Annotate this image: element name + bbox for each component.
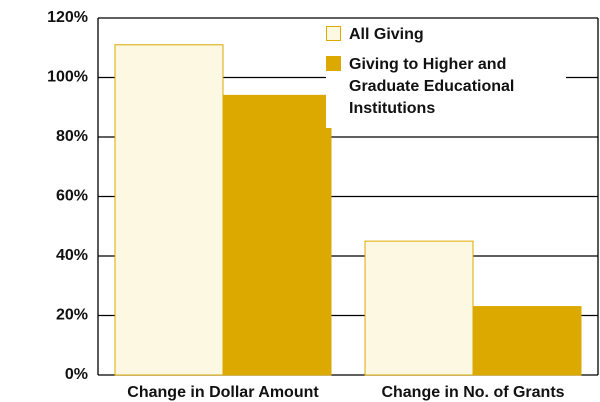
bar — [364, 240, 474, 376]
y-tick-label: 0% — [65, 366, 88, 383]
y-tick-label: 120% — [47, 9, 88, 26]
bar — [222, 94, 332, 376]
y-tick-label: 100% — [47, 69, 88, 86]
bar — [472, 306, 582, 376]
x-tick-label: Change in Dollar Amount — [127, 384, 319, 401]
x-tick-label: Change in No. of Grants — [381, 384, 564, 401]
legend-label: All Giving — [349, 26, 424, 43]
legend-item: Giving to Higher and Graduate Educationa… — [326, 54, 566, 120]
legend: All Giving Giving to Higher and Graduate … — [326, 24, 566, 128]
y-tick-label: 20% — [56, 307, 88, 324]
bar — [114, 44, 224, 376]
legend-swatch — [326, 56, 341, 71]
y-tick-label: 80% — [56, 128, 88, 145]
legend-item: All Giving — [326, 24, 566, 46]
y-tick-label: 40% — [56, 247, 88, 264]
y-tick-label: 60% — [56, 188, 88, 205]
legend-label: Giving to Higher and Graduate Educationa… — [349, 56, 515, 117]
legend-swatch — [326, 26, 341, 41]
